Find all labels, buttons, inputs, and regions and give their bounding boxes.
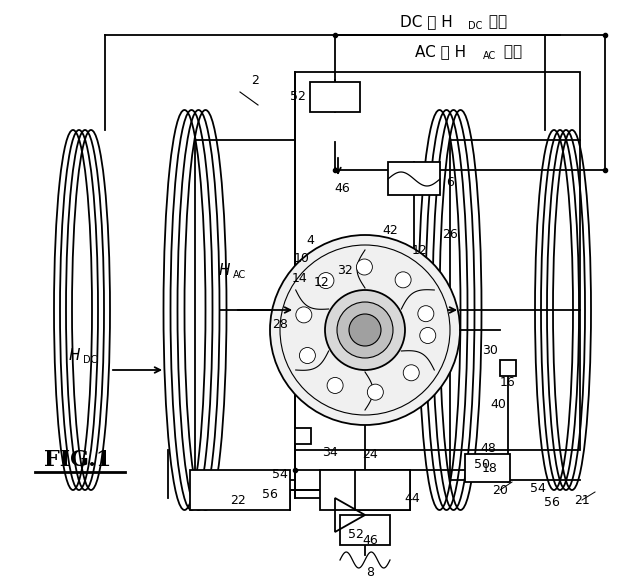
Bar [295, 428, 311, 444]
Circle shape [356, 259, 372, 275]
Text: AC 場 H: AC 場 H [415, 44, 466, 60]
Text: 8: 8 [366, 565, 374, 579]
Circle shape [395, 272, 411, 288]
Text: DC: DC [468, 21, 483, 31]
Circle shape [296, 307, 312, 323]
Text: 46: 46 [334, 182, 350, 194]
Circle shape [418, 305, 434, 322]
Text: DC: DC [83, 355, 97, 365]
Text: 14: 14 [292, 272, 308, 284]
Text: $H$: $H$ [218, 262, 231, 278]
Circle shape [403, 365, 419, 381]
Text: 電流: 電流 [499, 44, 522, 60]
Text: FIG.1: FIG.1 [44, 449, 112, 471]
Bar [340, 515, 390, 545]
Bar [320, 470, 410, 510]
Text: 21: 21 [574, 493, 590, 506]
Circle shape [349, 314, 381, 346]
Text: 52: 52 [290, 91, 306, 103]
Text: 6: 6 [446, 176, 454, 189]
Circle shape [300, 347, 316, 363]
Text: 52: 52 [348, 529, 364, 541]
Text: 30: 30 [482, 343, 498, 356]
Circle shape [318, 273, 334, 288]
Text: 34: 34 [322, 447, 338, 460]
Text: AC: AC [483, 51, 496, 61]
Circle shape [270, 235, 460, 425]
Circle shape [337, 302, 393, 358]
Bar [500, 360, 516, 376]
Text: 48: 48 [480, 442, 496, 454]
Text: 56: 56 [544, 495, 560, 509]
Text: 42: 42 [382, 224, 398, 237]
Text: 4: 4 [306, 234, 314, 246]
Text: 18: 18 [482, 461, 498, 474]
Bar [310, 82, 360, 112]
Text: AC: AC [233, 270, 246, 280]
Text: 24: 24 [362, 449, 378, 461]
Bar [388, 162, 440, 195]
Text: DC 場 H: DC 場 H [400, 15, 452, 30]
Text: 電流: 電流 [484, 15, 507, 30]
Text: 40: 40 [490, 398, 506, 412]
Circle shape [420, 328, 436, 343]
Text: 54: 54 [272, 468, 288, 481]
Bar [295, 72, 580, 450]
Text: 26: 26 [442, 228, 458, 242]
Text: 44: 44 [404, 492, 420, 505]
Text: 10: 10 [294, 252, 310, 265]
Text: 12: 12 [314, 276, 330, 290]
Text: 54: 54 [530, 481, 546, 495]
Text: 32: 32 [337, 263, 353, 276]
Text: 50: 50 [474, 458, 490, 471]
Text: 20: 20 [492, 484, 508, 496]
Bar [190, 470, 290, 510]
Text: 2: 2 [251, 74, 259, 86]
Text: 12: 12 [412, 244, 428, 256]
Circle shape [327, 377, 343, 394]
Text: 46: 46 [362, 534, 378, 547]
Bar [465, 454, 510, 482]
Bar [355, 470, 410, 510]
Text: 28: 28 [272, 318, 288, 332]
Text: $H$: $H$ [68, 347, 81, 363]
Circle shape [325, 290, 405, 370]
Text: 22: 22 [230, 493, 246, 506]
Text: 56: 56 [262, 488, 278, 502]
Text: 16: 16 [500, 377, 516, 390]
Circle shape [367, 384, 383, 400]
